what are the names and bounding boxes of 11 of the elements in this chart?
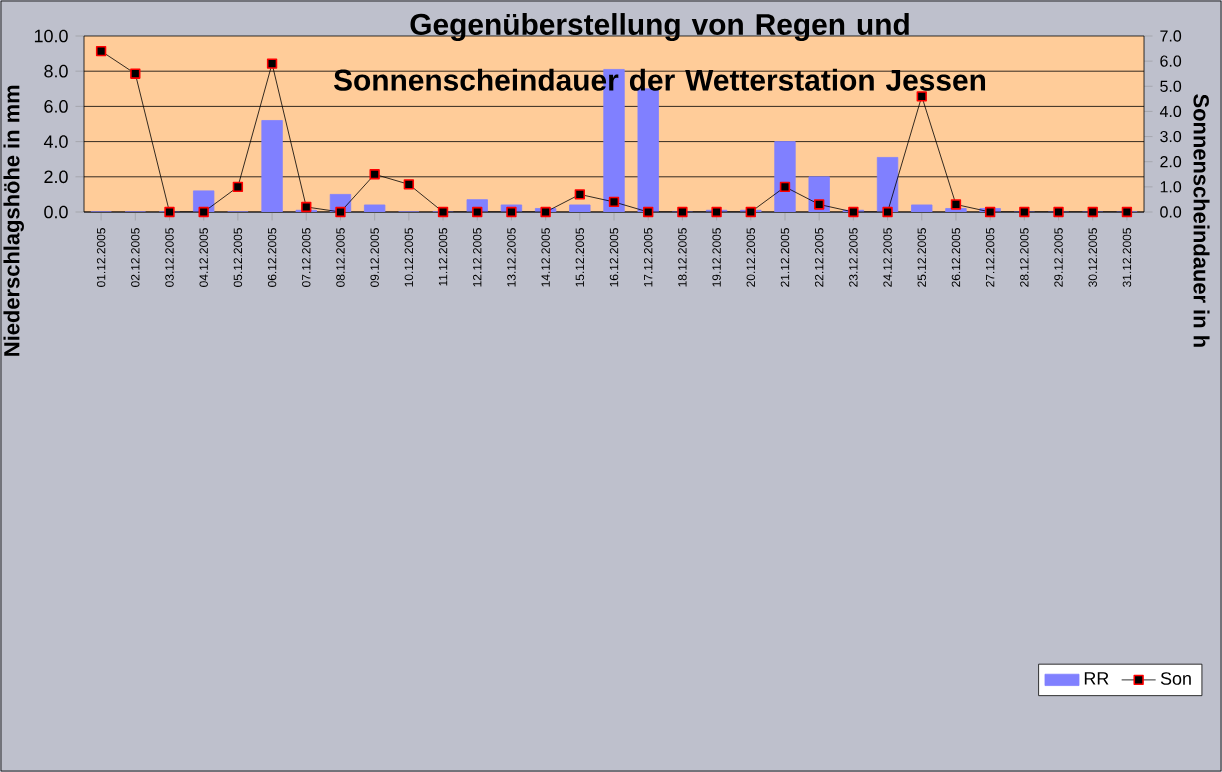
- legend-label: Son: [1160, 672, 1191, 685]
- y-axis-title: Niederschlagshöhe in mm: [3, 85, 24, 356]
- y-tick-label: 0.0: [44, 205, 68, 219]
- chart-title: Gegenüberstellung von Regen und Sonnenscheindauer der Wetterstation Jessen: [333, 13, 986, 91]
- y-tick-label: 10.0: [34, 29, 68, 43]
- legend-label: RR: [1084, 672, 1109, 685]
- y-tick-label: 4.0: [43, 135, 68, 148]
- y-tick-label: 6.0: [44, 100, 68, 113]
- y-tick-label: 2.0: [44, 170, 68, 184]
- y2-axis-title: Sonnenscheindauer in h: [1193, 94, 1210, 347]
- y-tick-label: 8.0: [44, 64, 68, 78]
